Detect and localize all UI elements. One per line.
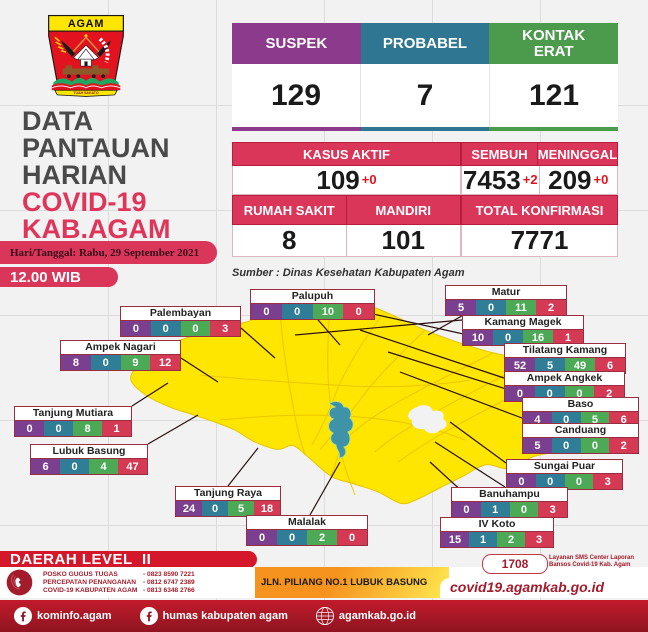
svg-text:AGAM: AGAM (68, 18, 104, 30)
svg-text:TUAH SAKATO: TUAH SAKATO (73, 91, 98, 95)
